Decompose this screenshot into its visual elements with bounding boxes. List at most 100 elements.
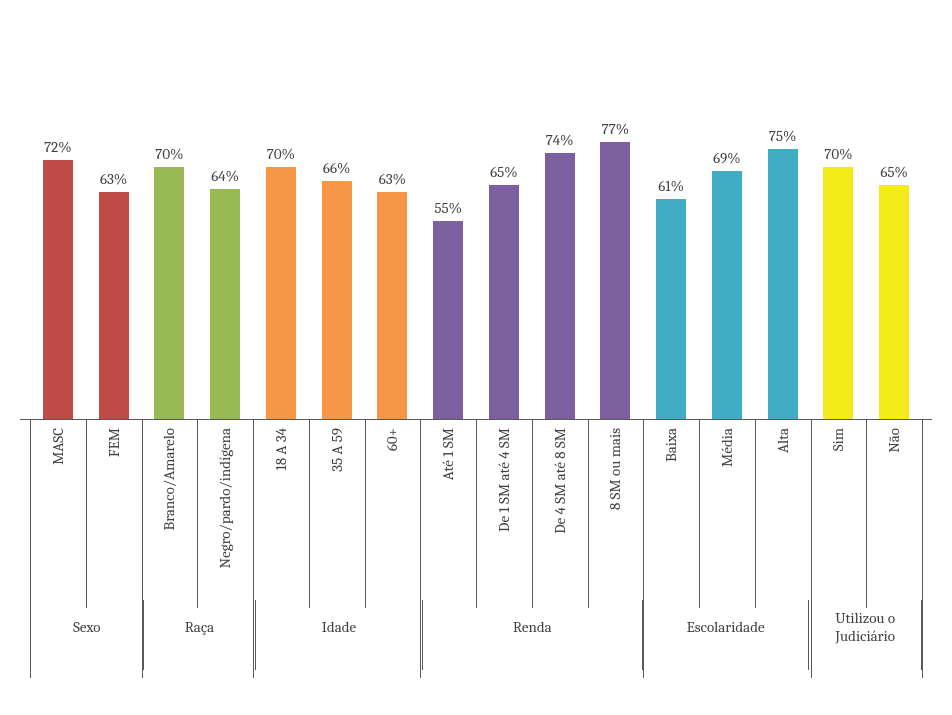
bar-value-label: 65% bbox=[490, 163, 518, 181]
bar-slot: 65% bbox=[866, 20, 922, 419]
group-labels-row: SexoRaçaIdadeRendaEscolaridadeUtilizou o… bbox=[20, 600, 932, 670]
bar-slot: 69% bbox=[699, 20, 755, 419]
sub-label-slot: MASC bbox=[30, 420, 86, 600]
bar bbox=[712, 171, 742, 419]
group-tick bbox=[142, 420, 143, 678]
sub-label: Negro/pardo/indígena bbox=[216, 428, 234, 568]
group-tick bbox=[643, 420, 644, 678]
sub-label: Alta bbox=[774, 428, 792, 453]
group-label: Renda bbox=[422, 600, 642, 670]
sub-label: De 4 SM até 8 SM bbox=[551, 428, 569, 534]
bar-value-label: 77% bbox=[602, 120, 629, 138]
bar-tick bbox=[699, 420, 700, 608]
grouped-bar-chart: 72% 63% 70% 64% 70% 66% 63% 55% 65% 74% 77% 61% 69% 7… bbox=[20, 20, 932, 670]
group-tick bbox=[420, 420, 421, 678]
sub-label: 35 A 59 bbox=[328, 428, 346, 472]
sub-label-slot: Não bbox=[866, 420, 922, 600]
sub-label: De 1 SM até 4 SM bbox=[495, 428, 513, 532]
bar-slot: 61% bbox=[643, 20, 699, 419]
sub-label-slot: 60+ bbox=[365, 420, 421, 600]
bar bbox=[377, 192, 407, 419]
sub-label-slot: Alta bbox=[755, 420, 811, 600]
bar-tick bbox=[197, 420, 198, 608]
bar-value-label: 69% bbox=[713, 149, 741, 167]
group-label: Raça bbox=[143, 600, 256, 670]
sub-label-slot: Negro/pardo/indígena bbox=[197, 420, 253, 600]
bar-value-label: 61% bbox=[658, 177, 684, 195]
bar-value-label: 72% bbox=[44, 138, 71, 156]
bar bbox=[545, 153, 575, 419]
bar-value-label: 70% bbox=[267, 145, 295, 163]
bar-slot: 74% bbox=[532, 20, 588, 419]
bar-slot: 55% bbox=[420, 20, 476, 419]
bar bbox=[433, 221, 463, 419]
bar-slot: 72% bbox=[30, 20, 86, 419]
sub-label: MASC bbox=[49, 428, 67, 465]
group-label: Idade bbox=[255, 600, 421, 670]
sub-label: FEM bbox=[105, 428, 123, 457]
sub-label-slot: Branco/Amarelo bbox=[142, 420, 198, 600]
bar-value-label: 74% bbox=[546, 131, 574, 149]
bar bbox=[600, 142, 630, 419]
bar-value-label: 66% bbox=[323, 159, 350, 177]
sub-label: 18 A 34 bbox=[272, 428, 290, 471]
bar-tick bbox=[532, 420, 533, 608]
bar-slot: 70% bbox=[142, 20, 198, 419]
bar-slot: 64% bbox=[197, 20, 253, 419]
bar-slot: 75% bbox=[755, 20, 811, 419]
bar-value-label: 65% bbox=[880, 163, 908, 181]
sub-label: Até 1 SM bbox=[439, 428, 457, 480]
bar-tick bbox=[588, 420, 589, 608]
sub-label-slot: FEM bbox=[86, 420, 142, 600]
bar-slot: 63% bbox=[86, 20, 142, 419]
sub-label-slot: 8 SM ou mais bbox=[588, 420, 644, 600]
bar bbox=[768, 149, 798, 419]
sub-label: 60+ bbox=[383, 428, 401, 451]
sub-label-slot: 18 A 34 bbox=[253, 420, 309, 600]
bar-tick bbox=[755, 420, 756, 608]
bar-value-label: 70% bbox=[824, 145, 852, 163]
bar bbox=[489, 185, 519, 419]
bar-value-label: 63% bbox=[100, 170, 127, 188]
bar-slot: 66% bbox=[309, 20, 365, 419]
bar-slot: 77% bbox=[588, 20, 644, 419]
bar bbox=[43, 160, 73, 419]
bar bbox=[210, 189, 240, 419]
bar bbox=[823, 167, 853, 419]
sub-label: Baixa bbox=[662, 428, 680, 462]
sub-label: Média bbox=[718, 428, 736, 467]
bar-value-label: 70% bbox=[155, 145, 183, 163]
sub-label-slot: De 1 SM até 4 SM bbox=[476, 420, 532, 600]
sub-label: Branco/Amarelo bbox=[160, 428, 178, 530]
sub-label: 8 SM ou mais bbox=[606, 428, 624, 510]
bar-slot: 70% bbox=[811, 20, 867, 419]
sub-label-slot: Até 1 SM bbox=[420, 420, 476, 600]
group-tick bbox=[922, 420, 923, 678]
bar-tick bbox=[309, 420, 310, 608]
bar bbox=[879, 185, 909, 419]
sub-label-slot: Baixa bbox=[643, 420, 699, 600]
bar-value-label: 64% bbox=[211, 167, 239, 185]
bar-value-label: 55% bbox=[434, 199, 462, 217]
sub-label-slot: 35 A 59 bbox=[309, 420, 365, 600]
bar-slot: 65% bbox=[476, 20, 532, 419]
group-tick bbox=[30, 420, 31, 678]
bar-value-label: 75% bbox=[769, 127, 797, 145]
group-label: Utilizou o Judiciário bbox=[808, 600, 922, 670]
sub-label: Não bbox=[885, 428, 903, 453]
bar-slot: 63% bbox=[365, 20, 421, 419]
bar bbox=[656, 199, 686, 419]
bar-tick bbox=[365, 420, 366, 608]
group-label: Sexo bbox=[30, 600, 143, 670]
group-label: Escolaridade bbox=[642, 600, 808, 670]
group-tick bbox=[253, 420, 254, 678]
bar-tick bbox=[476, 420, 477, 608]
bar-tick bbox=[866, 420, 867, 608]
sub-label-slot: Média bbox=[699, 420, 755, 600]
group-tick bbox=[811, 420, 812, 678]
bar bbox=[154, 167, 184, 419]
bar-value-label: 63% bbox=[379, 170, 406, 188]
bars-region: 72% 63% 70% 64% 70% 66% 63% 55% 65% 74% 77% 61% 69% 7… bbox=[20, 20, 932, 420]
sub-label: Sim bbox=[829, 428, 847, 451]
bar-slot: 70% bbox=[253, 20, 309, 419]
